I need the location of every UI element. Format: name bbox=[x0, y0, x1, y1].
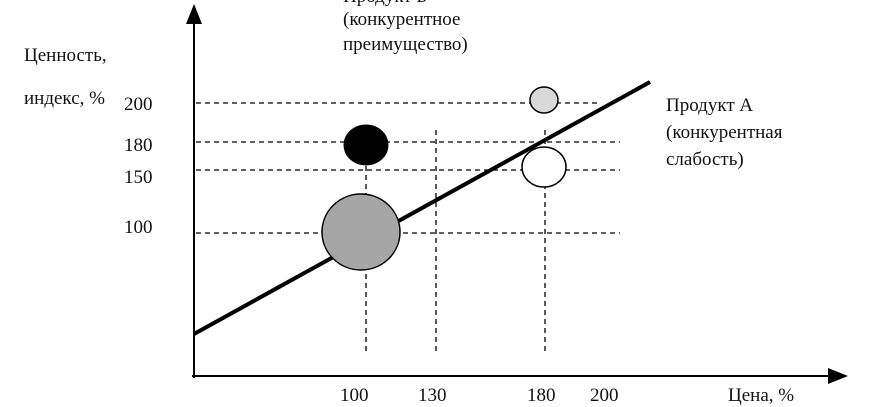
x-tick-100: 100 bbox=[340, 385, 369, 406]
y-axis-label-line2: индекс, % bbox=[24, 88, 105, 109]
y-tick-100: 100 bbox=[124, 217, 153, 238]
product-b-line2: (конкурентное bbox=[343, 9, 461, 30]
y-tick-180: 180 bbox=[124, 135, 153, 156]
x-tick-130: 130 bbox=[418, 385, 447, 406]
y-tick-200: 200 bbox=[124, 94, 153, 115]
y-axis-label-line1: Ценность, bbox=[24, 45, 107, 66]
product-a-line3: слабость) bbox=[666, 149, 744, 170]
bubble-black bbox=[343, 124, 389, 166]
x-tick-200: 200 bbox=[590, 385, 619, 406]
product-b-line3: преимущество) bbox=[343, 34, 468, 55]
bubble-white bbox=[521, 146, 567, 188]
y-tick-150: 150 bbox=[124, 167, 153, 188]
product-a-title: Продукт А bbox=[666, 95, 754, 116]
value-equivalence-line bbox=[193, 80, 651, 336]
x-tick-180: 180 bbox=[527, 385, 556, 406]
x-axis-label: Цена, % bbox=[728, 385, 795, 406]
bubble-large-gray bbox=[321, 193, 401, 271]
bubble-light-gray bbox=[529, 86, 559, 114]
product-a-line2: (конкурентная bbox=[666, 122, 783, 143]
product-b-title: Продукт Б bbox=[343, 0, 427, 8]
